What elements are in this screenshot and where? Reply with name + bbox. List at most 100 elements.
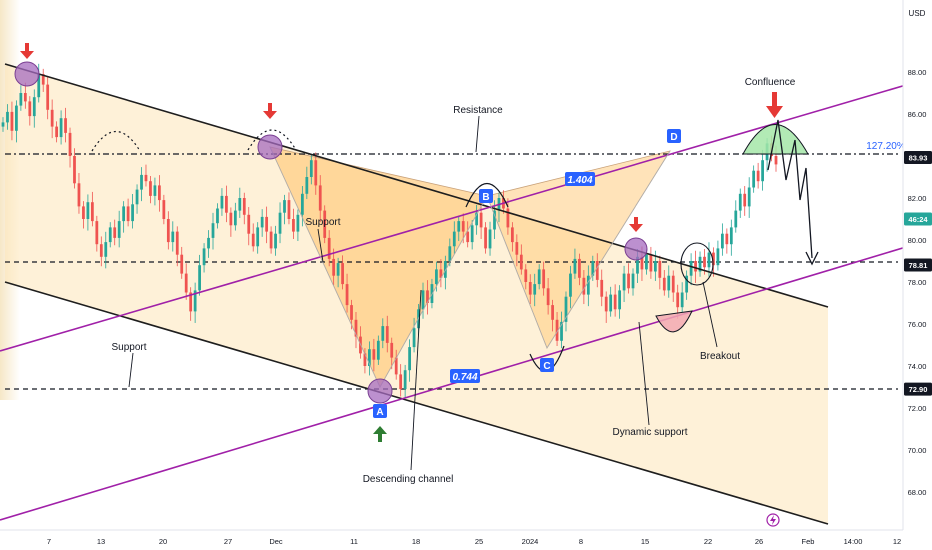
svg-text:D: D	[670, 132, 677, 143]
x-axis-panel	[0, 530, 932, 550]
svg-text:C: C	[543, 361, 550, 372]
candle-body	[10, 111, 14, 131]
candle-body	[274, 233, 277, 249]
candle-body	[50, 109, 54, 127]
candle-body	[126, 206, 130, 222]
fib-label: 127.20%	[866, 141, 906, 152]
candle-body	[600, 279, 604, 297]
y-axis-ticks: 68.00 70.00 72.00 74.00 76.00 78.00 80.00 82.00…	[908, 68, 927, 497]
candle-body	[613, 294, 617, 310]
x-tick-label: 18	[412, 537, 420, 546]
candle-body	[640, 256, 644, 270]
candle-body	[631, 273, 635, 289]
x-tick-label: 13	[97, 537, 105, 546]
candle-body	[149, 181, 152, 196]
candle-body	[712, 252, 715, 266]
y-tick-label: 78.00	[908, 278, 927, 287]
candle-body	[528, 282, 532, 295]
pointer-resistance	[475, 115, 480, 153]
x-tick-label: 14:00	[844, 537, 863, 546]
x-tick-label: Feb	[802, 537, 815, 546]
y-tick-label: 76.00	[908, 320, 927, 329]
candle-body	[350, 305, 353, 320]
candle-body	[716, 248, 720, 266]
currency-label: USD	[909, 9, 926, 18]
candle-body	[729, 227, 733, 245]
candle-body	[363, 353, 367, 366]
candle-body	[140, 174, 143, 190]
candle-body	[403, 370, 407, 390]
pointer-descending-channel	[410, 289, 422, 471]
candle-body	[475, 212, 479, 226]
candle-body	[636, 256, 639, 274]
candle-body	[55, 126, 59, 138]
candle-body	[756, 170, 760, 182]
pattern-label-a: A	[373, 404, 387, 418]
candle-body	[662, 277, 666, 291]
candle-body	[247, 214, 251, 234]
candle-body	[394, 357, 398, 375]
candle-body	[41, 74, 45, 85]
candle-body	[376, 340, 380, 360]
x-tick-label: Dec	[269, 537, 283, 546]
candle-body	[738, 193, 742, 211]
candle-body	[698, 256, 702, 272]
candle-body	[113, 227, 117, 238]
candle-body	[278, 212, 282, 234]
candle-body	[658, 261, 662, 278]
candle-body	[341, 263, 344, 285]
candle-body	[99, 244, 103, 257]
candle-body	[667, 275, 671, 291]
candle-body	[77, 183, 81, 207]
candle-body	[184, 273, 188, 293]
x-tick-label: 25	[475, 537, 483, 546]
y-tick-label: 72.00	[908, 404, 927, 413]
candle-body	[743, 193, 747, 207]
candle-body	[256, 227, 260, 247]
candle-body	[546, 288, 550, 306]
price-tag-label: 83.93	[909, 153, 928, 162]
candle-body	[332, 258, 336, 276]
candle-body	[488, 229, 492, 249]
pointer-breakout	[702, 281, 718, 348]
candle-body	[443, 261, 447, 278]
candle-body	[734, 210, 738, 228]
candle-body	[510, 227, 514, 243]
candle-body	[318, 185, 322, 211]
svg-text:A: A	[376, 407, 383, 418]
candle-body	[385, 326, 389, 343]
candle-body	[305, 177, 309, 194]
candle-body	[595, 261, 599, 280]
candle-body	[421, 290, 425, 310]
candle-body	[412, 328, 416, 348]
candle-body	[37, 74, 41, 98]
candle-body	[354, 319, 358, 337]
price-tag-box	[904, 258, 932, 272]
channel-lower-line	[4, 281, 829, 525]
candle-body	[117, 221, 121, 238]
candle-body	[345, 284, 349, 306]
x-axis-ticks: 7 13 20 27 Dec 11 18 25 2024 8 15 22 26 Feb 14:00 12	[47, 537, 901, 546]
candle-body	[314, 160, 318, 186]
y-tick-label: 74.00	[908, 362, 927, 371]
candle-body	[703, 256, 706, 268]
lightning-icon[interactable]	[766, 513, 780, 527]
candle-body	[426, 290, 429, 303]
candle-body	[180, 254, 184, 274]
candle-body	[479, 212, 483, 228]
touch-circle-2	[257, 134, 283, 160]
trendline-lower	[0, 246, 907, 521]
candle-body	[189, 292, 193, 312]
candle-body	[604, 296, 608, 312]
candle-body	[435, 269, 438, 285]
candlesticks	[1, 63, 778, 399]
price-tags: 83.93 46:24 78.81 72.90	[904, 150, 932, 396]
candle-body	[653, 261, 657, 272]
candle-body	[676, 292, 680, 308]
candle-body	[296, 214, 300, 232]
price-tag-box	[904, 150, 932, 164]
candle-body	[609, 294, 613, 312]
pointer-support-left	[128, 352, 134, 388]
y-tick-label: 82.00	[908, 194, 927, 203]
